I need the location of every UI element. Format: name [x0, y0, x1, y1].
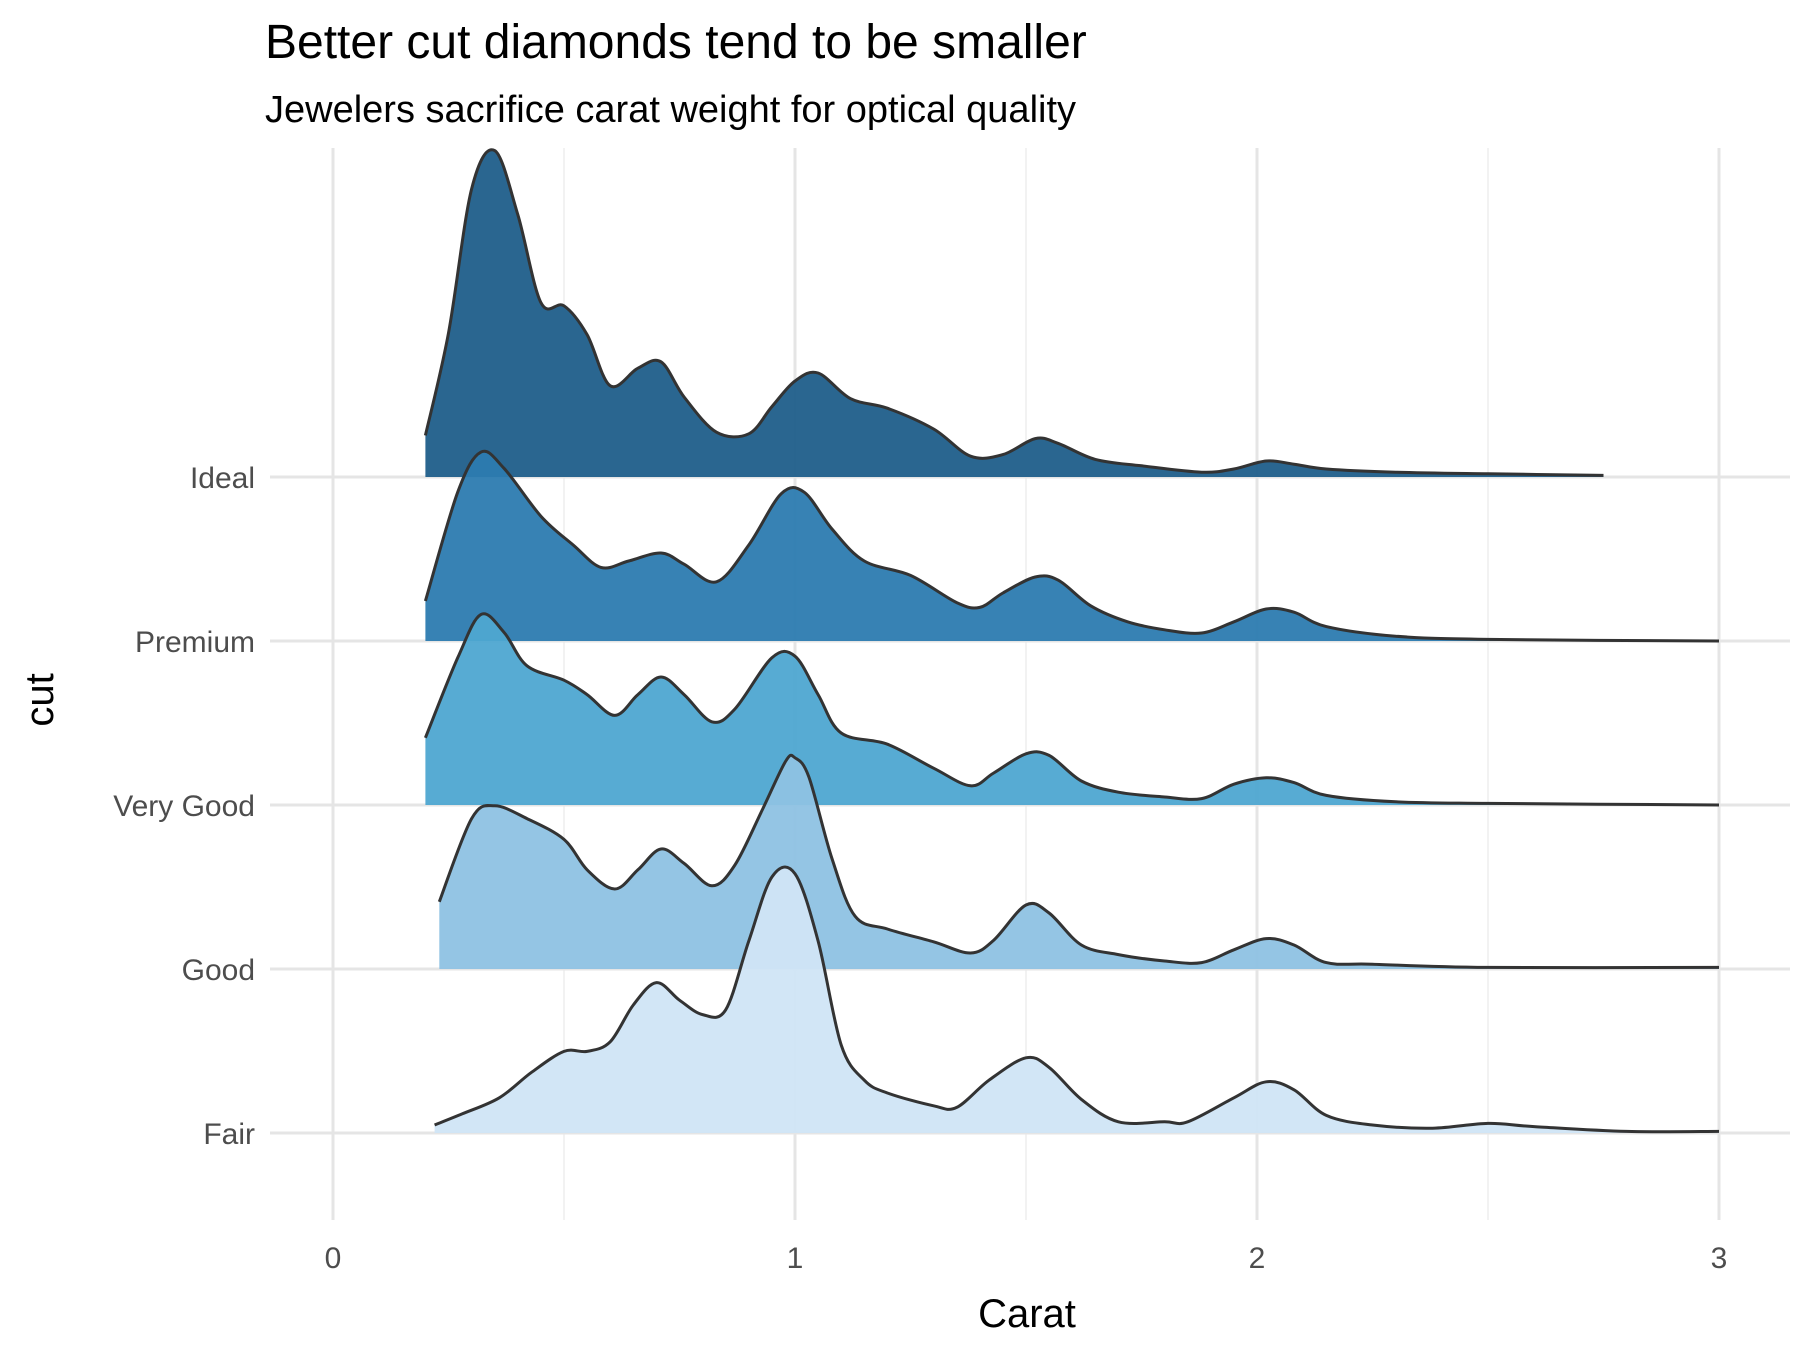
ridge-line-ideal [423, 148, 1604, 477]
chart-subtitle: Jewelers sacrifice carat weight for opti… [265, 89, 1076, 131]
x-tick-label: 3 [1711, 1242, 1728, 1275]
x-tick-label: 0 [325, 1242, 342, 1275]
x-axis-title: Carat [978, 1292, 1076, 1336]
chart-title: Better cut diamonds tend to be smaller [265, 16, 1087, 69]
ridge-area-ideal [425, 149, 1604, 477]
ridge-area-very-good [425, 613, 1719, 805]
y-tick-label: Good [182, 954, 255, 987]
y-tick-label: Premium [135, 626, 255, 659]
x-tick-label: 2 [1249, 1242, 1266, 1275]
y-axis-tick-labels: Fair Good Very Good Premium Ideal [113, 462, 255, 1151]
ridge-line-premium [423, 449, 1720, 643]
y-tick-label: Ideal [190, 462, 255, 495]
y-axis-title: cut [18, 673, 62, 726]
y-tick-label: Very Good [113, 790, 255, 823]
x-axis-tick-labels: 0 1 2 3 [325, 1242, 1728, 1275]
ridge-area-fair [434, 867, 1720, 1133]
ridge-area-premium [425, 451, 1719, 641]
ridge-line-fair [434, 865, 1720, 1134]
ridge-line-very-good [424, 612, 1720, 807]
ridge-line-good [437, 753, 1720, 970]
x-tick-label: 1 [787, 1242, 804, 1275]
y-tick-label: Fair [203, 1118, 255, 1151]
ridges [423, 148, 1720, 1134]
